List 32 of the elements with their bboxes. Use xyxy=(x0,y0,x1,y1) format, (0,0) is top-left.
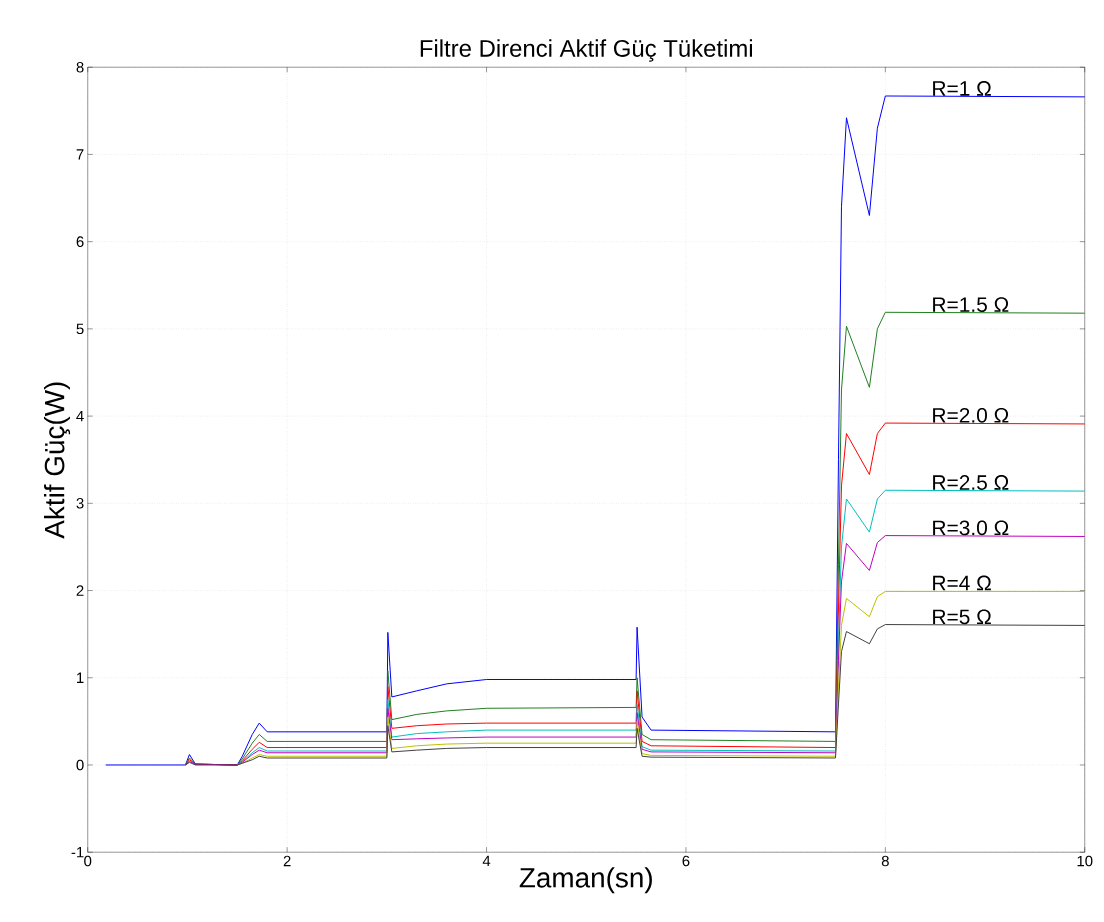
line-series xyxy=(184,422,1086,766)
x-tick-label: 6 xyxy=(682,855,690,867)
series-label: R=1.5 Ω xyxy=(933,297,1009,312)
line-series xyxy=(184,535,1086,766)
y-tick-label: 5 xyxy=(76,323,84,335)
y-tick-label: 0 xyxy=(76,759,84,771)
line-series xyxy=(184,624,1086,766)
series-label: R=1 Ω xyxy=(933,81,991,96)
x-tick-label: 10 xyxy=(1077,855,1093,867)
line-series xyxy=(105,95,1086,766)
chart-title: Filtre Direnci Aktif Güç Tüketimi xyxy=(420,39,752,62)
y-tick-label: -1 xyxy=(71,847,84,858)
y-axis-title: Aktif Güç(W) xyxy=(43,382,71,539)
x-tick-label: 4 xyxy=(482,855,491,867)
series-label: R=2.5 Ω xyxy=(933,475,1009,490)
y-tick-label: 6 xyxy=(76,236,84,247)
y-tick-label: 4 xyxy=(76,410,84,422)
y-tick-label: 8 xyxy=(76,61,84,73)
series-label: R=4 Ω xyxy=(933,575,991,591)
line-series xyxy=(184,311,1086,766)
y-tick-label: 2 xyxy=(76,585,84,596)
series-label: R=5 Ω xyxy=(933,609,991,625)
y-tick-label: 1 xyxy=(77,672,84,683)
series-label: R=3.0 Ω xyxy=(933,520,1009,536)
x-tick-label: 0 xyxy=(84,855,92,867)
x-tick-label: 8 xyxy=(881,855,889,867)
line-series xyxy=(236,489,1086,766)
x-axis-title: Zaman(sn) xyxy=(519,867,652,894)
y-tick-label: 7 xyxy=(76,149,84,160)
series-label: R=2.0 Ω xyxy=(933,407,1009,423)
y-tick-label: 3 xyxy=(76,498,84,509)
x-tick-label: 2 xyxy=(283,855,291,867)
